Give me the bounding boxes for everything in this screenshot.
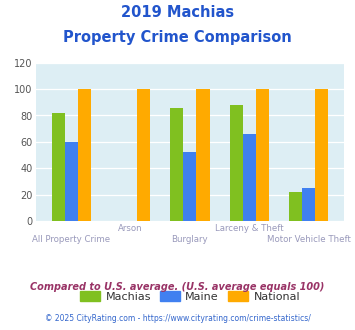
Bar bbox=[137, 89, 150, 221]
Text: 2019 Machias: 2019 Machias bbox=[121, 5, 234, 20]
Bar bbox=[78, 89, 91, 221]
Bar bbox=[243, 134, 256, 221]
Bar bbox=[256, 89, 269, 221]
Text: © 2025 CityRating.com - https://www.cityrating.com/crime-statistics/: © 2025 CityRating.com - https://www.city… bbox=[45, 314, 310, 323]
Text: Property Crime Comparison: Property Crime Comparison bbox=[63, 30, 292, 45]
Bar bbox=[196, 89, 209, 221]
Text: Burglary: Burglary bbox=[171, 235, 208, 244]
Bar bbox=[184, 152, 196, 221]
Text: Motor Vehicle Theft: Motor Vehicle Theft bbox=[267, 235, 351, 244]
Bar bbox=[51, 113, 65, 221]
Bar bbox=[302, 188, 315, 221]
Bar bbox=[315, 89, 328, 221]
Text: Arson: Arson bbox=[118, 224, 143, 233]
Bar bbox=[170, 108, 184, 221]
Text: Larceny & Theft: Larceny & Theft bbox=[215, 224, 284, 233]
Text: All Property Crime: All Property Crime bbox=[32, 235, 110, 244]
Bar bbox=[230, 105, 243, 221]
Bar bbox=[65, 142, 78, 221]
Legend: Machias, Maine, National: Machias, Maine, National bbox=[75, 287, 305, 306]
Text: Compared to U.S. average. (U.S. average equals 100): Compared to U.S. average. (U.S. average … bbox=[30, 282, 325, 292]
Bar bbox=[289, 192, 302, 221]
